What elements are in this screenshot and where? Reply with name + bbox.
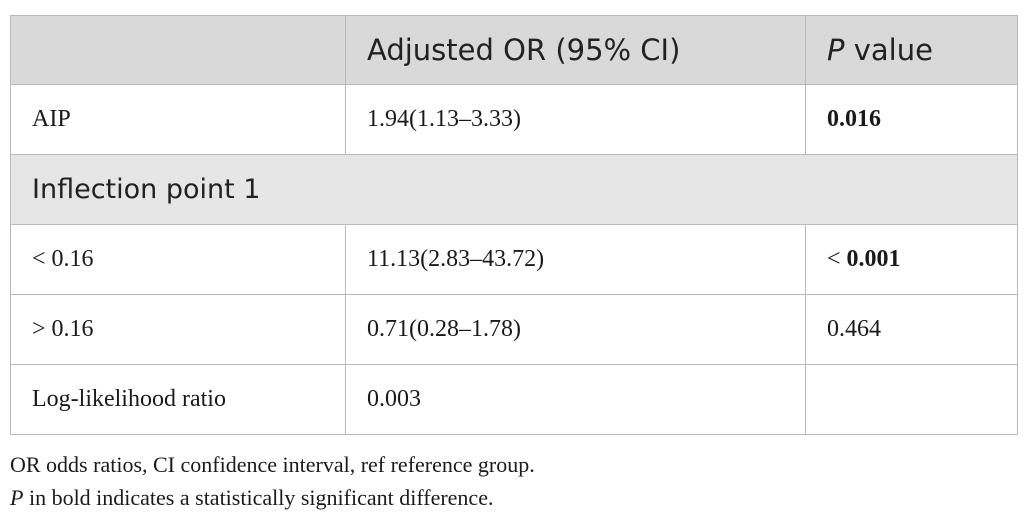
row-or: 0.71(0.28–1.78) (345, 294, 806, 365)
results-table: Adjusted OR (95% CI) P value AIP 1.94(1.… (10, 15, 1018, 435)
header-empty-cell (10, 15, 346, 85)
row-p: < 0.001 (805, 224, 1018, 295)
row-label: < 0.16 (10, 224, 346, 295)
footnote-p-letter: P (10, 485, 24, 510)
section-label: Inflection point 1 (10, 154, 1018, 225)
table-row: > 0.16 0.71(0.28–1.78) 0.464 (10, 294, 1018, 365)
header-p-letter: P (827, 33, 845, 67)
row-or: 0.003 (345, 364, 806, 435)
footnote-significance-text: in bold indicates a statistically signif… (23, 485, 494, 510)
table-row: < 0.16 11.13(2.83–43.72) < 0.001 (10, 224, 1018, 295)
row-p: 0.016 (805, 84, 1018, 155)
row-p-value: 0.001 (846, 246, 901, 272)
row-or: 1.94(1.13–3.33) (345, 84, 806, 155)
footnote-significance: P in bold indicates a statistically sign… (10, 481, 535, 514)
row-p: 0.464 (805, 294, 1018, 365)
header-p-value: P value (805, 15, 1018, 85)
results-table-container: Adjusted OR (95% CI) P value AIP 1.94(1.… (10, 15, 1018, 435)
row-p-prefix: < (827, 246, 847, 272)
header-adjusted-or: Adjusted OR (95% CI) (345, 15, 806, 85)
section-row: Inflection point 1 (10, 154, 1018, 225)
row-or: 11.13(2.83–43.72) (345, 224, 806, 295)
row-label: AIP (10, 84, 346, 155)
table-row: Log-likelihood ratio 0.003 (10, 364, 1018, 435)
row-p (805, 364, 1018, 435)
row-p-value: 0.016 (827, 106, 881, 132)
table-header-row: Adjusted OR (95% CI) P value (10, 15, 1018, 85)
row-label: > 0.16 (10, 294, 346, 365)
row-label: Log-likelihood ratio (10, 364, 346, 435)
row-p-value: 0.464 (827, 316, 881, 342)
footnote-abbreviations: OR odds ratios, CI confidence interval, … (10, 452, 535, 477)
table-row: AIP 1.94(1.13–3.33) 0.016 (10, 84, 1018, 155)
header-value-word: value (844, 33, 933, 67)
table-footnotes: OR odds ratios, CI confidence interval, … (10, 448, 535, 514)
